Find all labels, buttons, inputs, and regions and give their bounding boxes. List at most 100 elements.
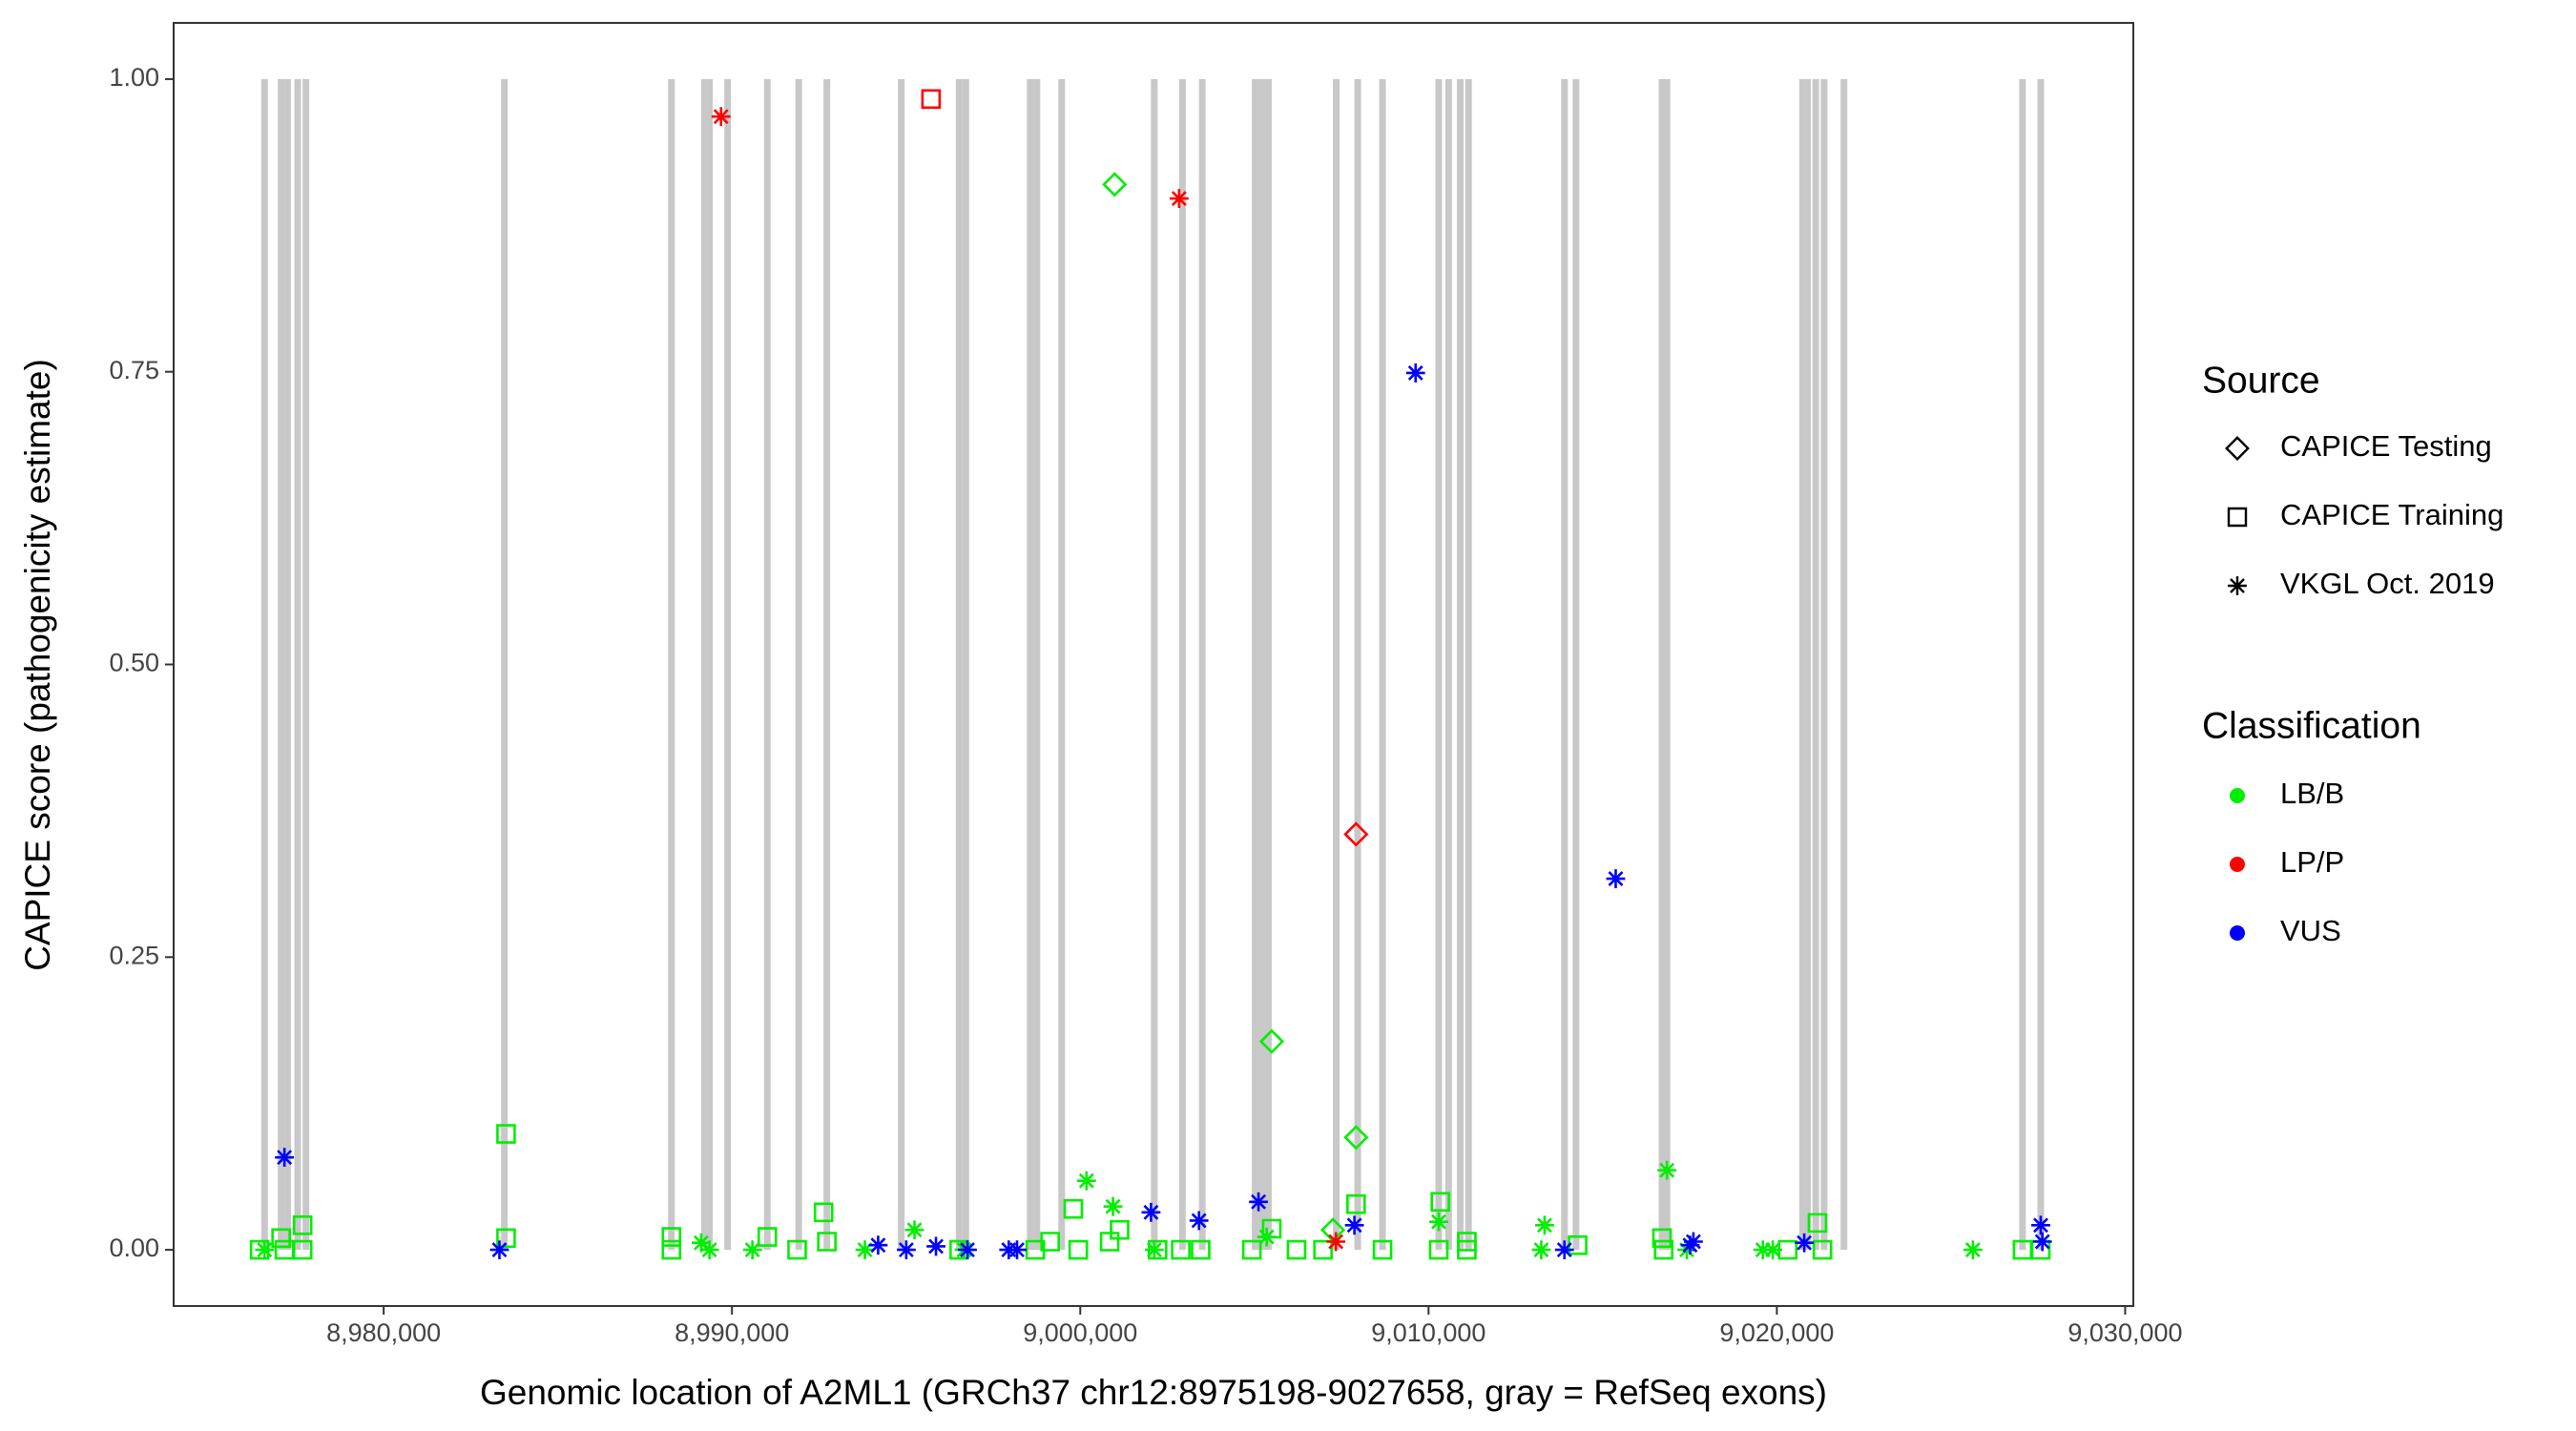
- data-point: [1169, 189, 1189, 208]
- exon-layer: [260, 78, 2045, 1251]
- legend-symbol: [2230, 788, 2245, 803]
- data-point: [496, 1228, 516, 1249]
- data-point: [1657, 1160, 1677, 1180]
- data-point: [1554, 1240, 1574, 1259]
- legend-symbol: [2225, 436, 2250, 461]
- legend-symbol: [2228, 576, 2247, 595]
- data-point: [1812, 1239, 1833, 1260]
- data-point: [2032, 1232, 2052, 1252]
- data-point: [757, 1227, 778, 1247]
- data-point: [1405, 363, 1425, 383]
- data-point: [1249, 1192, 1268, 1212]
- data-point: [787, 1239, 807, 1260]
- data-point: [2031, 1215, 2050, 1235]
- data-point: [1606, 869, 1626, 888]
- data-point: [1653, 1239, 1674, 1260]
- x-tick-label: 9,010,000: [1371, 1318, 1485, 1347]
- legend-symbol: [2230, 857, 2245, 872]
- data-point: [1684, 1232, 1703, 1252]
- data-point: [1429, 1212, 1448, 1232]
- data-point: [1795, 1233, 1814, 1253]
- data-point: [1148, 1239, 1168, 1260]
- data-point: [896, 1240, 916, 1259]
- data-point: [1372, 1239, 1393, 1260]
- x-tick-label: 9,000,000: [1023, 1318, 1137, 1347]
- x-tick-label: 9,030,000: [2067, 1318, 2182, 1347]
- data-point: [1344, 1215, 1364, 1235]
- data-point: [926, 1236, 945, 1256]
- data-point: [1753, 1240, 1773, 1259]
- legend-label: CAPICE Testing: [2280, 429, 2492, 463]
- legend-label: LP/P: [2280, 845, 2344, 879]
- data-point: [904, 1220, 924, 1240]
- legend-symbol: [2230, 925, 2245, 941]
- data-point: [1531, 1240, 1551, 1259]
- data-point: [711, 107, 731, 127]
- data-point: [1777, 1239, 1798, 1260]
- legend-title: Classification: [2202, 705, 2421, 746]
- data-point: [1286, 1239, 1307, 1260]
- data-point: [1144, 1240, 1164, 1259]
- legend: Source CAPICE Testing CAPICE Training VKGL …: [2202, 360, 2503, 947]
- legend-symbol: [2227, 507, 2248, 528]
- data-point: [921, 89, 942, 110]
- data-point: [1258, 1028, 1285, 1054]
- data-point: [1063, 1198, 1084, 1219]
- axes: 0.00 0.25 0.50 0.75 1.00 8,980,000 8,990,000 9,…: [109, 63, 2182, 1347]
- data-point: [1076, 1171, 1096, 1191]
- data-point: [1141, 1202, 1161, 1222]
- data-point: [249, 1239, 270, 1260]
- legend-label: VUS: [2280, 914, 2341, 947]
- data-point: [275, 1148, 295, 1168]
- y-tick-label: 0.25: [109, 941, 159, 969]
- data-point: [661, 1239, 682, 1260]
- data-point: [1008, 1240, 1027, 1259]
- x-tick-label: 9,020,000: [1719, 1318, 1834, 1347]
- data-point: [1428, 1239, 1449, 1260]
- point-layer: [249, 89, 2052, 1260]
- data-point: [742, 1240, 762, 1259]
- data-point: [1099, 1232, 1120, 1252]
- data-point: [1189, 1211, 1209, 1231]
- data-point: [255, 1240, 275, 1259]
- data-point: [1110, 1219, 1130, 1240]
- x-tick-label: 8,980,000: [326, 1318, 441, 1347]
- data-point: [1257, 1227, 1277, 1247]
- data-point: [1171, 1239, 1191, 1260]
- data-point: [1102, 172, 1128, 197]
- legend-label: CAPICE Training: [2280, 498, 2503, 531]
- data-point: [813, 1202, 834, 1223]
- data-point: [1343, 1125, 1369, 1151]
- data-point: [1326, 1232, 1346, 1252]
- y-tick-label: 0.00: [109, 1234, 159, 1262]
- legend-label: LB/B: [2280, 777, 2344, 810]
- y-tick-label: 0.75: [109, 356, 159, 384]
- y-tick-label: 0.50: [109, 649, 159, 677]
- data-point: [292, 1215, 313, 1235]
- data-point: [1025, 1239, 1046, 1260]
- data-point: [489, 1240, 509, 1259]
- data-point: [1313, 1239, 1333, 1260]
- data-point: [1191, 1239, 1211, 1260]
- data-point: [958, 1240, 977, 1259]
- data-point: [1241, 1239, 1262, 1260]
- data-point: [1068, 1239, 1089, 1260]
- data-point: [1346, 1193, 1366, 1214]
- data-point: [1430, 1192, 1450, 1213]
- legend-title: Source: [2202, 360, 2320, 401]
- data-point: [1103, 1196, 1123, 1216]
- legend-label: VKGL Oct. 2019: [2280, 567, 2495, 600]
- data-point: [292, 1239, 313, 1260]
- y-axis-title: CAPICE score (pathogenicity estimate): [18, 359, 57, 971]
- data-point: [1963, 1240, 1983, 1259]
- x-tick-label: 8,990,000: [675, 1318, 789, 1347]
- data-point: [1535, 1215, 1554, 1235]
- data-point: [271, 1228, 291, 1249]
- data-point: [1457, 1239, 1477, 1260]
- data-point: [1807, 1213, 1828, 1234]
- x-axis-title: Genomic location of A2ML1 (GRCh37 chr12:…: [480, 1373, 1827, 1412]
- y-tick-label: 1.00: [109, 63, 159, 92]
- data-point: [692, 1233, 711, 1253]
- data-point: [1763, 1240, 1783, 1259]
